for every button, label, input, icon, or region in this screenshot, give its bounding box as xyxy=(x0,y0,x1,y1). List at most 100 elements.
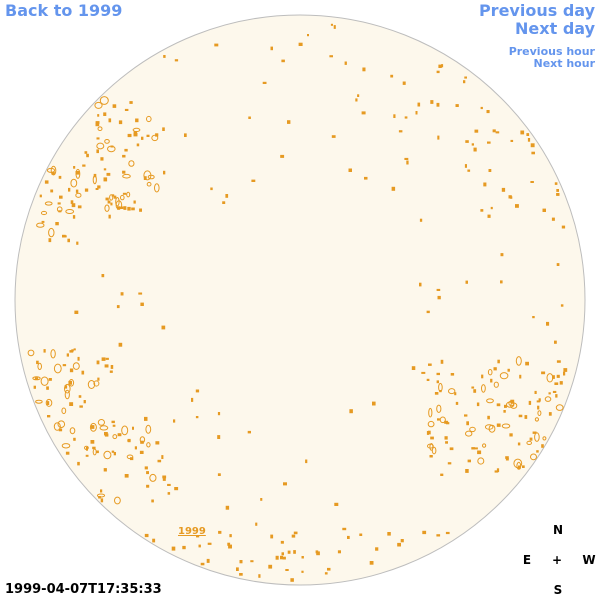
contour-mark xyxy=(146,134,150,137)
contour-mark xyxy=(534,417,540,422)
contour-mark xyxy=(397,542,402,547)
contour-mark xyxy=(126,191,131,198)
contour-mark xyxy=(436,372,440,376)
contour-mark xyxy=(487,214,491,218)
contour-mark xyxy=(67,238,71,243)
contour-mark xyxy=(200,562,205,566)
contour-mark xyxy=(82,164,86,167)
contour-mark xyxy=(236,567,239,572)
contour-mark xyxy=(68,187,71,192)
contour-mark xyxy=(464,164,467,168)
contour-mark xyxy=(426,310,430,314)
contour-mark xyxy=(349,409,353,414)
contour-mark xyxy=(174,59,179,62)
contour-mark xyxy=(444,420,449,424)
year-link[interactable]: 1999 xyxy=(178,526,206,537)
contour-mark xyxy=(391,186,396,191)
contour-mark xyxy=(139,450,144,454)
contour-mark xyxy=(496,403,501,407)
contour-mark xyxy=(239,573,243,576)
contour-mark xyxy=(96,360,100,365)
contour-mark xyxy=(53,422,61,431)
contour-mark xyxy=(206,558,210,563)
contour-mark xyxy=(140,440,144,444)
contour-mark xyxy=(532,316,535,319)
contour-mark xyxy=(305,459,308,464)
contour-mark xyxy=(488,169,492,172)
contour-mark xyxy=(92,175,97,185)
contour-mark xyxy=(477,450,482,455)
back-to-year-link[interactable]: Back to 1999 xyxy=(5,1,123,20)
contour-mark xyxy=(510,399,515,404)
contour-mark xyxy=(344,61,347,65)
contour-mark xyxy=(448,388,456,395)
contour-mark xyxy=(517,442,521,446)
contour-mark xyxy=(108,214,111,219)
contour-mark xyxy=(537,405,540,410)
contour-mark xyxy=(518,465,521,470)
contour-mark xyxy=(471,386,475,389)
contour-mark xyxy=(83,400,86,404)
contour-mark xyxy=(440,473,444,477)
next-hour-link[interactable]: Next hour xyxy=(533,57,596,70)
contour-mark xyxy=(128,160,135,167)
contour-mark xyxy=(357,94,360,98)
contour-mark xyxy=(428,430,431,435)
contour-mark xyxy=(126,454,134,460)
contour-mark xyxy=(474,129,479,133)
contour-mark xyxy=(218,530,222,534)
contour-mark xyxy=(406,160,409,165)
previous-day-link[interactable]: Previous day xyxy=(478,1,595,20)
contour-mark xyxy=(99,96,109,105)
contour-mark xyxy=(171,546,176,551)
contour-mark xyxy=(439,416,446,424)
contour-mark xyxy=(161,325,166,330)
contour-mark xyxy=(162,478,166,481)
contour-mark xyxy=(191,397,194,402)
contour-mark xyxy=(146,442,151,448)
contour-mark xyxy=(255,522,258,526)
contour-mark xyxy=(136,143,140,147)
contour-mark xyxy=(84,188,89,192)
contour-mark xyxy=(78,395,82,398)
contour-mark xyxy=(324,572,328,575)
contour-mark xyxy=(430,436,434,440)
contour-mark xyxy=(548,392,551,395)
contour-mark xyxy=(95,188,99,190)
contour-mark xyxy=(122,170,126,174)
contour-mark xyxy=(138,292,143,295)
contour-mark xyxy=(445,531,450,535)
contour-mark xyxy=(53,363,62,374)
contour-mark xyxy=(548,412,552,416)
contour-mark xyxy=(518,414,523,418)
contour-mark xyxy=(57,202,61,205)
contour-mark xyxy=(72,362,80,370)
contour-mark xyxy=(493,367,497,371)
contour-mark xyxy=(112,434,118,440)
next-day-link[interactable]: Next day xyxy=(515,19,595,38)
contour-mark xyxy=(124,474,129,478)
contour-mark xyxy=(174,487,179,491)
contour-mark xyxy=(501,423,511,429)
contour-mark xyxy=(162,127,165,132)
contour-mark xyxy=(225,194,229,198)
contour-mark xyxy=(436,404,442,413)
contour-mark xyxy=(333,25,336,29)
previous-hour-link[interactable]: Previous hour xyxy=(508,45,595,58)
contour-mark xyxy=(505,458,509,461)
contour-mark xyxy=(283,482,287,486)
contour-mark xyxy=(444,436,448,440)
contour-mark xyxy=(293,531,298,535)
contour-mark xyxy=(438,382,443,392)
contour-mark xyxy=(195,416,199,419)
contour-mark xyxy=(120,194,125,201)
contour-mark xyxy=(92,446,96,450)
contour-mark xyxy=(422,530,427,535)
contour-mark xyxy=(400,539,404,543)
contour-mark xyxy=(114,496,121,505)
compass-west-label: W xyxy=(582,553,596,567)
contour-mark xyxy=(121,425,129,436)
contour-mark xyxy=(487,141,491,144)
contour-mark xyxy=(501,187,506,192)
contour-mark xyxy=(127,133,132,138)
